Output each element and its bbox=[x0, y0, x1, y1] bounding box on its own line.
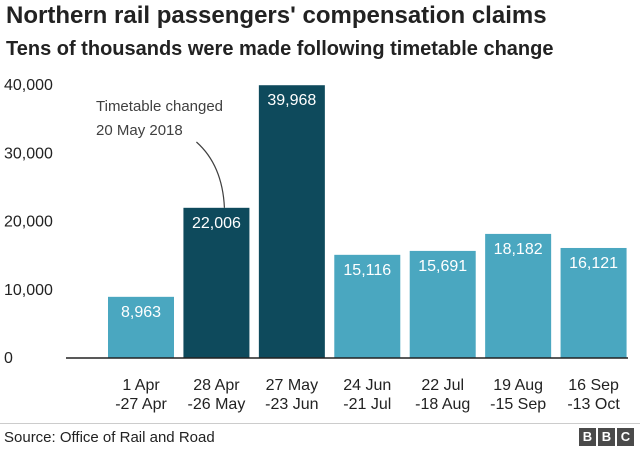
x-tick-label: -23 Jun bbox=[265, 396, 318, 413]
bar bbox=[334, 254, 401, 358]
data-label: 39,968 bbox=[267, 92, 316, 109]
x-tick-label: -27 Apr bbox=[115, 396, 167, 413]
x-tick-label: -15 Sep bbox=[490, 396, 546, 413]
logo-letter: C bbox=[617, 428, 634, 446]
annotation-text: 20 May 2018 bbox=[96, 122, 183, 139]
bar-chart: 0 10,000 20,000 30,000 40,000 8,963 1 Apr -27 … bbox=[4, 77, 628, 413]
bars: 8,963 1 Apr -27 Apr 22,006 28 Apr -26 May 39,9… bbox=[108, 85, 627, 413]
y-tick-label: 0 bbox=[4, 350, 13, 367]
y-tick-label: 20,000 bbox=[4, 214, 53, 231]
chart-title: Northern rail passengers' compensation c… bbox=[6, 2, 547, 29]
annotation-connector bbox=[196, 141, 226, 208]
y-tick-label: 40,000 bbox=[4, 77, 53, 94]
y-tick-label: 30,000 bbox=[4, 145, 53, 162]
footer-divider bbox=[0, 423, 640, 424]
y-axis: 0 10,000 20,000 30,000 40,000 bbox=[4, 77, 53, 367]
x-tick-label: -13 Oct bbox=[567, 396, 620, 413]
data-label: 16,121 bbox=[569, 255, 618, 272]
data-label: 22,006 bbox=[192, 215, 241, 232]
bar bbox=[258, 85, 325, 359]
x-tick-label: 27 May bbox=[266, 377, 318, 394]
bbc-logo: B B C bbox=[579, 428, 634, 446]
annotation: Timetable changed 20 May 2018 bbox=[96, 98, 226, 208]
x-tick-label: 28 Apr bbox=[193, 377, 240, 394]
x-tick-label: 19 Aug bbox=[493, 377, 543, 394]
data-label: 8,963 bbox=[121, 304, 161, 321]
data-label: 18,182 bbox=[494, 241, 543, 258]
annotation-text: Timetable changed bbox=[96, 98, 223, 115]
x-tick-label: 1 Apr bbox=[122, 377, 160, 394]
x-tick-label: -18 Aug bbox=[415, 396, 470, 413]
x-tick-label: 16 Sep bbox=[568, 377, 619, 394]
bar bbox=[183, 207, 250, 358]
x-tick-label: 24 Jun bbox=[343, 377, 391, 394]
data-label: 15,691 bbox=[418, 258, 467, 275]
bar bbox=[108, 296, 174, 358]
x-tick-label: -26 May bbox=[188, 396, 246, 413]
logo-letter: B bbox=[598, 428, 615, 446]
bar bbox=[409, 250, 476, 358]
source-note: Source: Office of Rail and Road bbox=[4, 429, 215, 446]
x-tick-label: 22 Jul bbox=[421, 377, 464, 394]
chart-subtitle: Tens of thousands were made following ti… bbox=[6, 38, 554, 60]
logo-letter: B bbox=[579, 428, 596, 446]
bar bbox=[560, 247, 627, 358]
bar bbox=[485, 233, 552, 358]
x-tick-label: -21 Jul bbox=[343, 396, 391, 413]
y-tick-label: 10,000 bbox=[4, 282, 53, 299]
data-label: 15,116 bbox=[343, 262, 391, 279]
